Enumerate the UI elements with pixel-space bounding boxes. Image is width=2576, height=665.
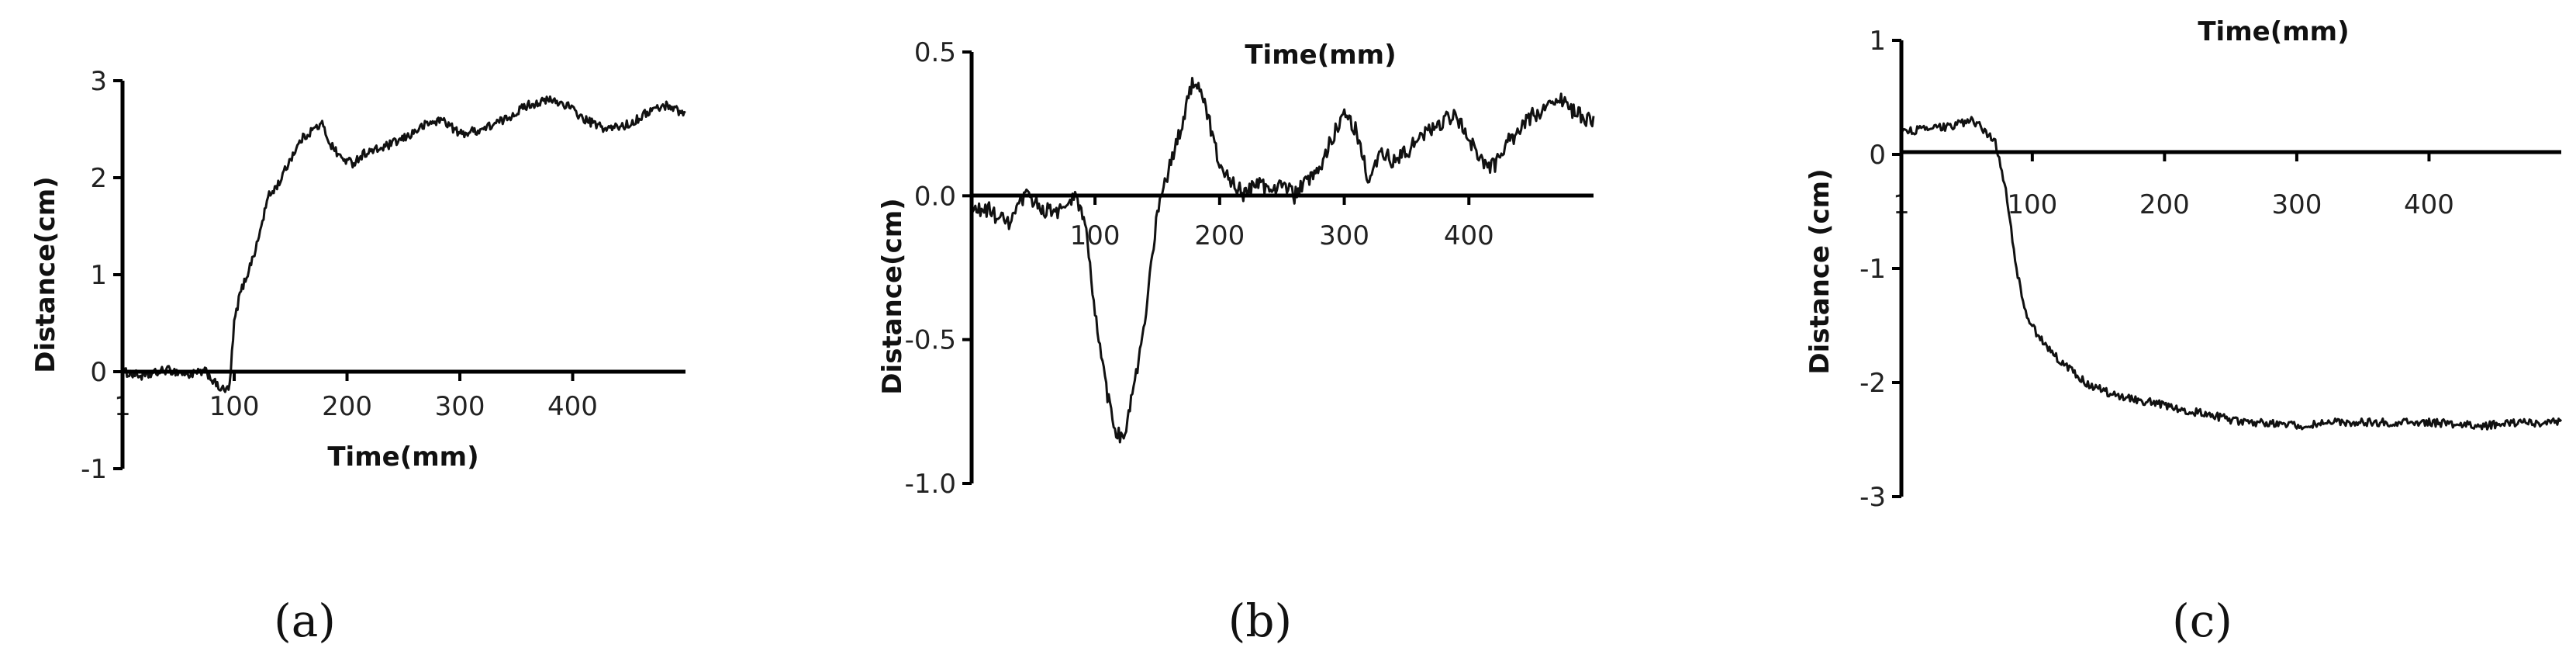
panel-label-c: (c) (2172, 594, 2232, 647)
x-axis-label-a: Time(mm) (327, 442, 478, 473)
y-tick-label: 0 (1869, 140, 1886, 171)
x-tick-label: 300 (1319, 220, 1369, 251)
chart-a: 1 100 200 300 400 -1 0 1 2 3 Time(mm) Distance(c… (30, 66, 686, 647)
x-tick-label: 100 (2007, 189, 2057, 220)
y-tick-label: -1.0 (905, 469, 956, 500)
x-axis-label-c: Time(mm) (2198, 16, 2349, 47)
y-tick-label: -2 (1859, 368, 1886, 399)
y-axis-label-a: Distance(cm) (30, 176, 61, 372)
y-ticks-a: -1 0 1 2 3 (81, 66, 123, 485)
x-tick-label: 400 (547, 391, 598, 422)
x-tick-label: 100 (209, 391, 260, 422)
y-axis-label-c: Distance (cm) (1804, 168, 1835, 374)
y-tick-label: 1 (90, 260, 107, 291)
x-tick-label: 400 (1444, 220, 1494, 251)
y-ticks-b: -1.0 -0.5 0.0 0.5 (905, 37, 972, 500)
x-tick-label: 200 (1194, 220, 1245, 251)
series-line-b (970, 77, 1595, 444)
y-tick-label: -0.5 (905, 325, 956, 356)
y-tick-label: 2 (90, 163, 107, 194)
y-tick-label: 3 (90, 66, 107, 97)
y-axis-label-b: Distance(cm) (877, 198, 908, 394)
chart-c: 1 100 200 300 400 -3 -2 -1 0 1 Time(mm) Distance… (1804, 16, 2563, 647)
x-tick-label: 100 (1070, 220, 1121, 251)
series-line-a (121, 95, 686, 393)
y-tick-label: 1 (1869, 26, 1886, 57)
y-ticks-c: -3 -2 -1 0 1 (1859, 26, 1901, 513)
x-ticks-a: 1100200300400 (114, 372, 598, 422)
x-tick-label: 400 (2404, 189, 2454, 220)
y-tick-label: -1 (1859, 254, 1886, 285)
x-ticks-b: 100 200 300 400 (1070, 196, 1494, 251)
x-tick-label: 200 (322, 391, 372, 422)
panel-label-b: (b) (1228, 594, 1292, 647)
y-tick-label: -3 (1859, 482, 1886, 513)
y-tick-label: 0.0 (914, 181, 956, 212)
x-ticks-c: 1100200300400 (1893, 152, 2454, 220)
series-line-c (1900, 116, 2563, 431)
y-tick-label: 0 (90, 357, 107, 388)
y-tick-label: 0.5 (914, 37, 956, 68)
y-tick-label: -1 (81, 454, 107, 485)
chart-b: 100 200 300 400 -1.0 -0.5 0.0 0.5 Time(mm) Dis… (877, 37, 1595, 647)
x-axis-label-b: Time(mm) (1245, 40, 1396, 71)
x-tick-label: 300 (2271, 189, 2322, 220)
x-tick-label: 200 (2139, 189, 2190, 220)
panel-label-a: (a) (274, 594, 336, 647)
x-tick-label: 300 (435, 391, 485, 422)
